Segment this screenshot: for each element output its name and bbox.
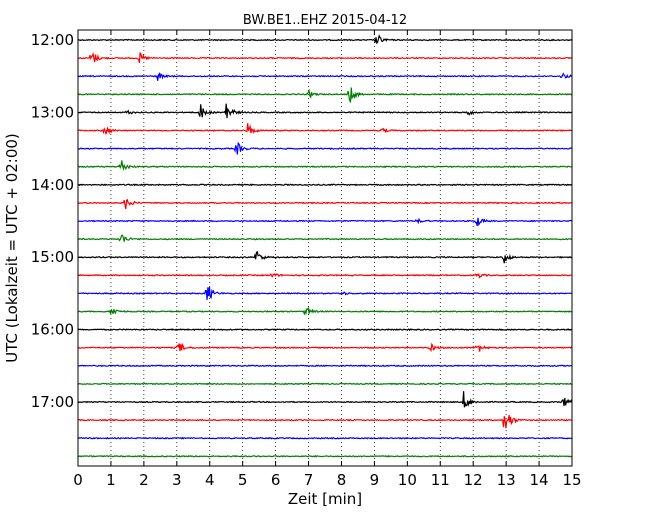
seismogram-trace	[77, 217, 573, 227]
x-tick-label: 7	[304, 471, 314, 489]
x-tick-label: 15	[562, 471, 581, 489]
y-axis-label: UTC (Lokalzeit = UTC + 02:00)	[3, 133, 21, 363]
seismogram-trace	[77, 436, 573, 440]
seismogram-trace	[77, 454, 573, 458]
seismogram-trace	[77, 51, 573, 64]
seismogram-trace	[77, 198, 573, 210]
x-tick-label: 5	[238, 471, 248, 489]
seismogram-trace	[77, 103, 573, 119]
seismogram-trace	[77, 415, 572, 429]
seismogram-trace	[78, 286, 573, 300]
y-tick-label: 16:00	[31, 321, 74, 339]
seismogram-trace	[77, 391, 573, 408]
x-tick-label: 0	[73, 471, 83, 489]
y-tick-label: 15:00	[31, 248, 74, 266]
x-tick-label: 8	[337, 471, 347, 489]
x-tick-label: 2	[139, 471, 149, 489]
x-axis-label: Zeit [min]	[288, 490, 362, 508]
seismogram-trace	[77, 87, 573, 104]
seismogram-trace	[77, 234, 573, 242]
x-tick-label: 14	[530, 471, 549, 489]
seismogram-trace	[77, 328, 573, 332]
seismogram-trace	[77, 160, 572, 172]
x-tick-label: 12	[464, 471, 483, 489]
seismogram-trace	[77, 250, 572, 264]
x-tick-label: 6	[271, 471, 281, 489]
x-tick-label: 9	[370, 471, 380, 489]
seismogram-trace	[77, 183, 573, 187]
seismogram-trace	[77, 272, 573, 279]
x-tick-label: 13	[497, 471, 516, 489]
x-tick-label: 10	[398, 471, 417, 489]
x-tick-label: 11	[431, 471, 450, 489]
seismogram-trace	[77, 34, 573, 45]
chart-title: BW.BE1..EHZ 2015-04-12	[243, 13, 407, 28]
y-tick-label: 17:00	[31, 393, 74, 411]
traces	[77, 34, 573, 458]
seismogram-trace	[77, 306, 573, 316]
seismogram-trace	[77, 141, 573, 155]
seismogram-trace	[77, 382, 573, 386]
grid-lines	[110, 30, 540, 466]
seismogram-trace	[77, 123, 573, 135]
y-tick-label: 12:00	[31, 31, 74, 49]
y-tick-label: 13:00	[31, 103, 74, 121]
seismogram-trace	[77, 364, 573, 368]
x-tick-label: 3	[172, 471, 182, 489]
seismogram-trace	[77, 342, 573, 353]
axis-ticks: 0 1 2 3 4 5 6 7 8 9 10 11 12 13 14 1512:0013:0014:0015:…	[31, 30, 582, 489]
seismogram-trace	[77, 71, 573, 81]
y-tick-label: 14:00	[31, 176, 74, 194]
plot-frame	[77, 29, 573, 467]
x-tick-label: 1	[106, 471, 116, 489]
x-tick-label: 4	[205, 471, 215, 489]
